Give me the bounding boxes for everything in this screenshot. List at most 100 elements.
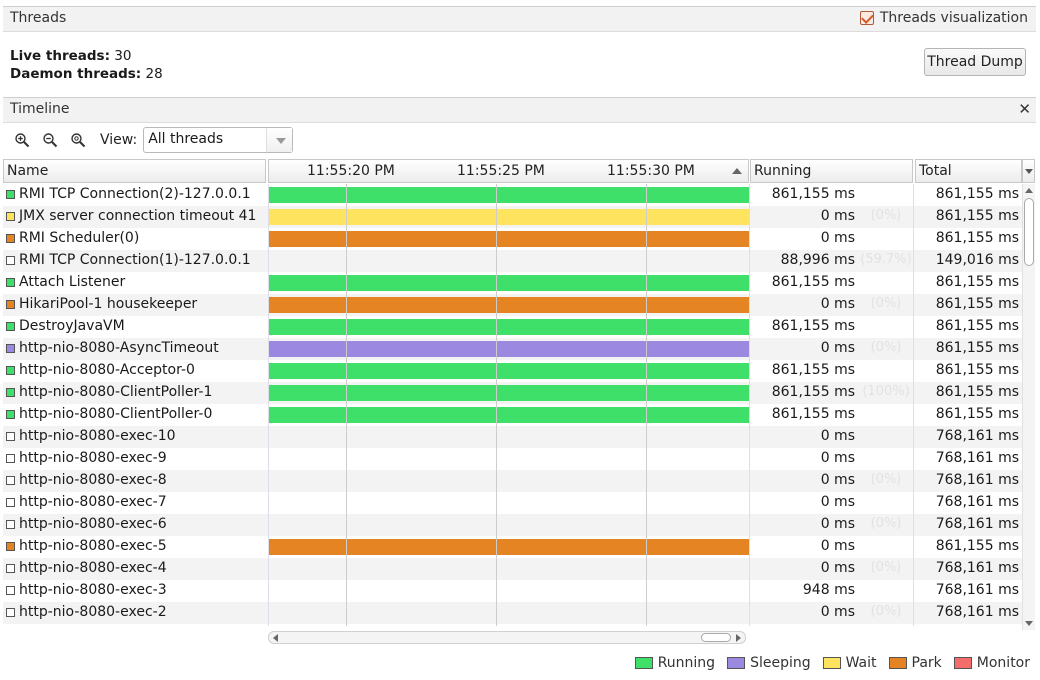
table-row[interactable]: JMX server connection timeout 41 0 ms (0%)… xyxy=(3,206,1022,228)
threads-visualization-toggle[interactable]: Threads visualization xyxy=(859,10,1028,26)
thread-name-label: HikariPool-1 housekeeper xyxy=(19,296,198,312)
horizontal-scroll-thumb[interactable] xyxy=(701,633,731,642)
thread-name-label: http-nio-8080-exec-2 xyxy=(19,604,167,620)
vertical-scroll-thumb[interactable] xyxy=(1024,198,1034,266)
table-row[interactable]: http-nio-8080-exec-4 0 ms (0%) 768,161 ms xyxy=(3,558,1022,580)
thread-state-swatch xyxy=(6,365,15,375)
view-select[interactable]: All threads xyxy=(143,127,294,153)
table-row[interactable]: http-nio-8080-ClientPoller-1 861,155 ms (1… xyxy=(3,382,1022,404)
thread-name: http-nio-8080-exec-6 xyxy=(3,516,266,532)
scroll-left-icon[interactable] xyxy=(273,634,278,642)
thread-timeline xyxy=(268,426,749,448)
threads-panel-header: Threads Threads visualization xyxy=(3,6,1036,32)
thread-name-label: DestroyJavaVM xyxy=(19,318,125,334)
table-row[interactable]: Attach Listener 861,155 ms 861,155 ms xyxy=(3,272,1022,294)
legend-item-wait: Wait xyxy=(822,655,877,671)
table-row[interactable]: http-nio-8080-exec-6 0 ms (0%) 768,161 ms xyxy=(3,514,1022,536)
thread-total-time: 768,161 ms xyxy=(935,494,1019,510)
thread-state-bar xyxy=(268,539,749,555)
daemon-threads-line: Daemon threads: 28 xyxy=(10,65,163,83)
table-row[interactable]: DestroyJavaVM 861,155 ms 861,155 ms xyxy=(3,316,1022,338)
thread-state-swatch xyxy=(6,277,15,287)
thread-name: http-nio-8080-exec-2 xyxy=(3,604,266,620)
legend-swatch xyxy=(888,657,907,669)
thread-running-time: 0 ms xyxy=(820,208,855,224)
thread-total-time: 861,155 ms xyxy=(935,208,1019,224)
thread-total-time: 768,161 ms xyxy=(935,472,1019,488)
threads-visualization-label[interactable]: Threads visualization xyxy=(879,10,1028,26)
scroll-up-icon[interactable] xyxy=(1025,188,1033,193)
zoom-out-icon xyxy=(43,133,58,148)
thread-name-label: http-nio-8080-AsyncTimeout xyxy=(19,340,219,356)
table-row[interactable]: RMI Scheduler(0) 0 ms 861,155 ms xyxy=(3,228,1022,250)
scroll-right-icon[interactable] xyxy=(736,634,741,642)
thread-state-swatch xyxy=(6,233,15,243)
vertical-scrollbar[interactable] xyxy=(1022,184,1035,630)
thread-name-label: http-nio-8080-exec-5 xyxy=(19,538,167,554)
table-row[interactable]: http-nio-8080-exec-5 0 ms 861,155 ms xyxy=(3,536,1022,558)
thread-timeline xyxy=(268,514,749,536)
column-header-total[interactable]: Total xyxy=(915,159,1022,183)
threads-visualization-checkbox[interactable] xyxy=(859,11,874,25)
thread-timeline xyxy=(268,338,749,360)
thread-total-time: 861,155 ms xyxy=(935,230,1019,246)
thread-running-time: 0 ms xyxy=(820,230,855,246)
table-row[interactable]: http-nio-8080-exec-8 0 ms (0%) 768,161 ms xyxy=(3,470,1022,492)
thread-name: http-nio-8080-Acceptor-0 xyxy=(3,362,266,378)
horizontal-scrollbar[interactable] xyxy=(268,631,746,644)
table-row[interactable]: http-nio-8080-Acceptor-0 861,155 ms 861,15… xyxy=(3,360,1022,382)
thread-state-bar xyxy=(268,341,749,357)
thread-state-swatch xyxy=(6,563,15,573)
table-row[interactable]: http-nio-8080-exec-9 0 ms 768,161 ms xyxy=(3,448,1022,470)
scroll-down-icon[interactable] xyxy=(1025,621,1033,626)
table-row[interactable]: http-nio-8080-exec-2 0 ms (0%) 768,161 ms xyxy=(3,602,1022,624)
legend-label: Monitor xyxy=(976,655,1030,671)
thread-state-bar xyxy=(268,297,749,313)
column-header-name[interactable]: Name xyxy=(3,159,266,183)
thread-name-label: http-nio-8080-exec-4 xyxy=(19,560,167,576)
daemon-threads-label: Daemon threads: xyxy=(10,66,142,82)
table-row[interactable]: http-nio-8080-ClientPoller-0 861,155 ms 86… xyxy=(3,404,1022,426)
thread-state-swatch xyxy=(6,343,15,353)
thread-state-swatch xyxy=(6,519,15,529)
thread-name-label: RMI TCP Connection(2)-127.0.0.1 xyxy=(19,186,251,202)
table-row[interactable]: http-nio-8080-exec-10 0 ms 768,161 ms xyxy=(3,426,1022,448)
chevron-down-icon[interactable] xyxy=(266,128,293,152)
thread-name-label: http-nio-8080-exec-8 xyxy=(19,472,167,488)
zoom-in-button[interactable] xyxy=(8,127,36,153)
thread-timeline xyxy=(268,184,749,206)
thread-running-time: 0 ms xyxy=(820,450,855,466)
thread-name-label: RMI TCP Connection(1)-127.0.0.1 xyxy=(19,252,251,268)
thread-state-bar xyxy=(268,407,749,423)
table-row[interactable]: http-nio-8080-AsyncTimeout 0 ms (0%) 861,15… xyxy=(3,338,1022,360)
table-row[interactable]: http-nio-8080-exec-3 948 ms 768,161 ms xyxy=(3,580,1022,602)
thread-running-percent: (59.7%) xyxy=(860,252,912,267)
thread-name-label: http-nio-8080-exec-10 xyxy=(19,428,176,444)
close-icon[interactable]: ✕ xyxy=(1018,100,1031,118)
table-row[interactable]: RMI TCP Connection(2)-127.0.0.1 861,155 m… xyxy=(3,184,1022,206)
thread-running-time: 88,996 ms xyxy=(780,252,855,268)
thread-running-time: 861,155 ms xyxy=(771,406,855,422)
table-row[interactable]: RMI TCP Connection(1)-127.0.0.1 88,996 ms… xyxy=(3,250,1022,272)
column-header-running[interactable]: Running xyxy=(750,159,913,183)
timeline-tick: 11:55:30 PM xyxy=(607,163,695,179)
thread-state-swatch xyxy=(6,607,15,617)
thread-running-percent: (0%) xyxy=(870,604,902,619)
thread-running-time: 861,155 ms xyxy=(771,274,855,290)
thread-name: Attach Listener xyxy=(3,274,266,290)
column-header-timeline[interactable]: 11:55:20 PM 11:55:25 PM 11:55:30 PM xyxy=(268,159,749,183)
thread-running-percent: (100%) xyxy=(862,384,910,399)
table-row[interactable]: HikariPool-1 housekeeper 0 ms (0%) 861,155 … xyxy=(3,294,1022,316)
thread-running-time: 0 ms xyxy=(820,516,855,532)
thread-name-label: RMI Scheduler(0) xyxy=(19,230,140,246)
thread-name-label: http-nio-8080-ClientPoller-0 xyxy=(19,406,213,422)
table-row[interactable]: http-nio-8080-exec-7 0 ms 768,161 ms xyxy=(3,492,1022,514)
view-label: View: xyxy=(100,132,138,148)
thread-timeline xyxy=(268,448,749,470)
thread-dump-button[interactable]: Thread Dump xyxy=(924,48,1026,76)
zoom-out-button[interactable] xyxy=(36,127,64,153)
column-menu-button[interactable] xyxy=(1022,159,1035,183)
zoom-fit-button[interactable] xyxy=(64,127,92,153)
timeline-tick: 11:55:20 PM xyxy=(307,163,395,179)
live-threads-label: Live threads: xyxy=(10,48,110,64)
